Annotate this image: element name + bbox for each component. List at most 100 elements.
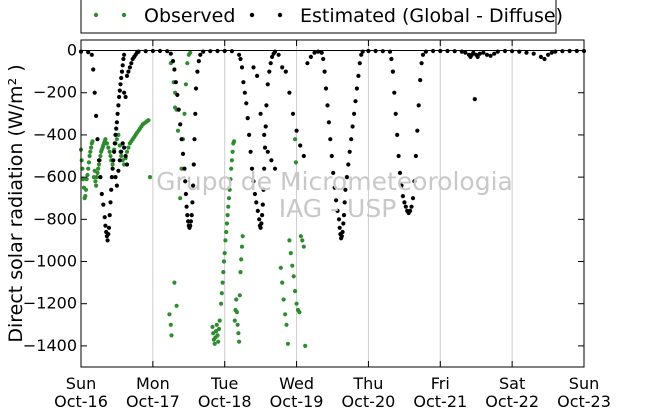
data-point <box>484 52 490 57</box>
data-point <box>276 52 281 57</box>
legend-marker <box>93 12 99 18</box>
data-point <box>106 225 112 230</box>
data-point <box>195 69 200 74</box>
legend-label: Observed <box>144 5 235 27</box>
data-point <box>353 99 358 104</box>
data-point <box>350 124 355 129</box>
data-point <box>258 111 263 116</box>
data-point <box>136 49 141 54</box>
data-point <box>185 61 190 66</box>
data-point <box>196 59 201 64</box>
data-point <box>179 166 184 171</box>
data-point <box>157 48 163 54</box>
data-point <box>495 49 500 54</box>
data-point <box>287 238 292 243</box>
data-point <box>413 153 418 159</box>
data-point <box>183 82 188 87</box>
data-point <box>509 49 515 54</box>
data-point <box>123 153 128 159</box>
data-point <box>92 90 97 95</box>
data-point <box>182 166 187 171</box>
data-point <box>98 153 103 159</box>
data-point <box>180 151 186 156</box>
data-point <box>95 137 100 142</box>
data-point <box>172 67 177 72</box>
data-point <box>472 97 477 102</box>
data-point <box>150 48 155 54</box>
data-point <box>193 111 198 116</box>
data-point <box>341 213 347 218</box>
data-point <box>349 137 354 142</box>
data-point <box>124 73 130 78</box>
x-tick-day: Sun <box>66 374 96 393</box>
data-point <box>319 50 324 55</box>
x-tick-day: Sat <box>499 374 525 393</box>
data-point <box>287 90 292 95</box>
data-point <box>175 128 181 133</box>
data-point <box>387 49 393 54</box>
data-point <box>117 94 122 100</box>
data-point <box>325 103 330 108</box>
series-estimated <box>78 48 587 243</box>
legend-marker <box>249 12 255 18</box>
data-point <box>395 132 400 137</box>
data-point <box>262 145 268 150</box>
data-point <box>408 208 413 213</box>
data-point <box>410 196 416 201</box>
data-point <box>119 153 124 159</box>
data-point <box>143 49 148 54</box>
data-point <box>89 145 94 150</box>
data-point <box>86 160 91 165</box>
data-point <box>332 185 337 190</box>
x-tick-day: Tue <box>210 374 238 393</box>
data-point <box>239 65 245 70</box>
data-point <box>305 61 310 66</box>
data-point <box>237 339 242 344</box>
data-point <box>123 94 128 100</box>
data-point <box>290 111 296 116</box>
data-point <box>294 301 299 306</box>
data-point <box>263 124 268 129</box>
data-point <box>242 90 247 95</box>
data-point <box>258 225 263 230</box>
data-point <box>549 50 554 55</box>
data-point <box>111 158 116 163</box>
data-point <box>237 293 242 298</box>
data-point <box>335 208 340 213</box>
data-point <box>109 187 114 192</box>
plot-frame <box>80 39 585 368</box>
data-point <box>122 162 127 167</box>
data-point <box>265 82 270 87</box>
data-point <box>168 322 173 327</box>
data-point <box>170 59 176 64</box>
y-tick-label: −400 <box>33 125 77 144</box>
data-point <box>91 175 96 180</box>
data-point <box>95 170 100 175</box>
data-point <box>291 274 296 279</box>
data-point <box>79 158 84 163</box>
data-point <box>116 168 121 173</box>
data-point <box>392 90 397 95</box>
data-point <box>337 225 342 230</box>
grid-lines <box>152 40 513 367</box>
data-point <box>390 69 395 74</box>
data-point <box>189 213 194 218</box>
data-point <box>293 160 298 165</box>
data-point <box>229 158 234 163</box>
data-point <box>216 339 221 344</box>
data-point <box>122 145 127 150</box>
data-point <box>397 170 403 175</box>
legend: Observed Estimated (Global - Diffuse) <box>80 0 563 34</box>
data-point <box>182 111 187 116</box>
data-point <box>402 200 407 205</box>
data-point <box>560 49 565 54</box>
data-point <box>267 69 272 74</box>
data-point <box>416 103 421 108</box>
data-point <box>339 234 344 239</box>
data-point <box>326 120 331 125</box>
data-point <box>262 166 267 171</box>
data-point <box>188 50 193 55</box>
data-point <box>108 153 113 159</box>
data-point <box>340 229 345 235</box>
data-point <box>280 280 285 285</box>
